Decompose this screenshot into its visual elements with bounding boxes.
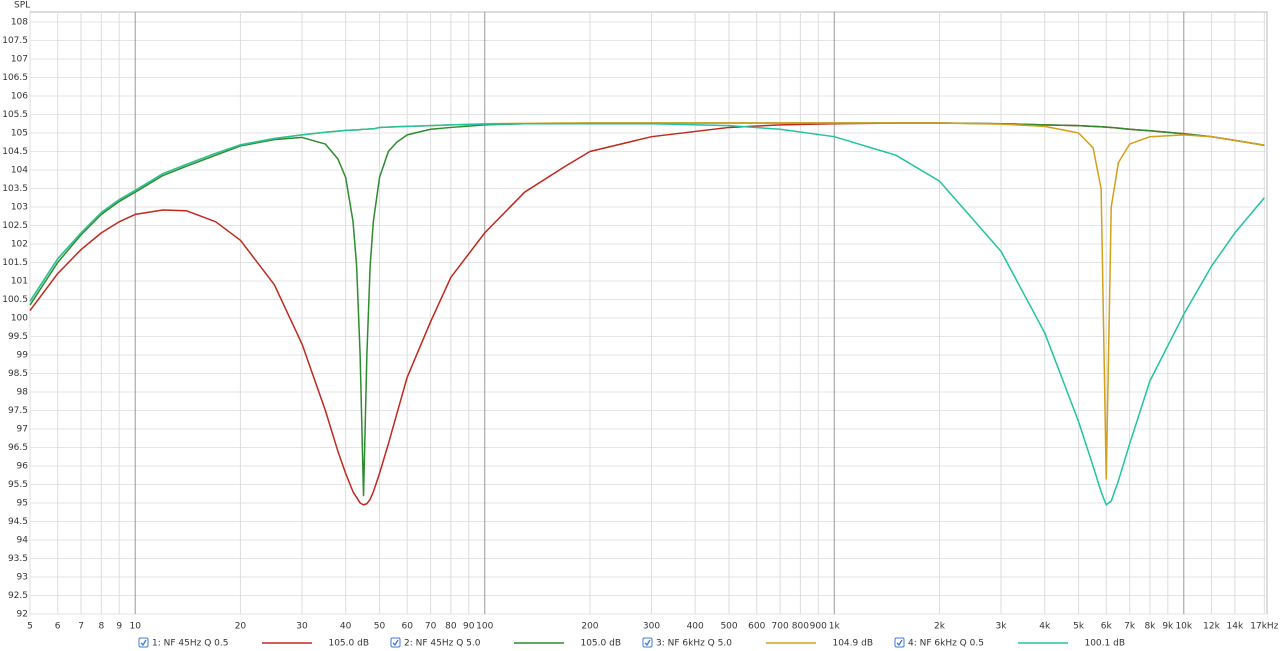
y-tick-label: 94 xyxy=(17,535,29,545)
x-tick-label: 1k xyxy=(829,622,841,632)
checkbox-check xyxy=(140,639,147,647)
y-tick-label: 96.5 xyxy=(8,443,28,453)
legend-checkbox[interactable] xyxy=(894,637,905,648)
y-tick-label: 93.5 xyxy=(8,554,28,564)
x-tick-label: 80 xyxy=(445,622,457,632)
x-tick-label: 20 xyxy=(235,622,247,632)
x-tick-label: 200 xyxy=(581,622,598,632)
x-tick-label: 7k xyxy=(1124,622,1136,632)
x-tick-label: 500 xyxy=(720,622,737,632)
x-tick-label: 70 xyxy=(425,622,437,632)
y-tick-label: 105.5 xyxy=(2,110,28,120)
legend-checkbox[interactable] xyxy=(390,637,401,648)
y-tick-label: 94.5 xyxy=(8,517,28,527)
x-tick-label: 12k xyxy=(1203,622,1220,632)
x-tick-label: 9k xyxy=(1162,622,1174,632)
x-tick-label: 60 xyxy=(401,622,413,632)
legend-checkbox[interactable] xyxy=(642,637,653,648)
x-tick-label: 300 xyxy=(643,622,660,632)
x-tick-label: 900 xyxy=(810,622,827,632)
y-tick-label: 101.5 xyxy=(2,258,28,268)
checkbox-box xyxy=(390,637,401,648)
legend-readout: 105.0 dB xyxy=(580,639,621,649)
legend-readout: 100.1 dB xyxy=(1084,639,1125,649)
legend-label: 1: NF 45Hz Q 0.5 xyxy=(152,639,228,649)
x-tick-label: 100 xyxy=(476,622,493,632)
x-tick-label: 30 xyxy=(296,622,308,632)
y-axis-label: SPL xyxy=(14,1,30,11)
legend-label: 4: NF 6kHz Q 0.5 xyxy=(908,639,984,649)
x-tick-label: 8 xyxy=(98,622,104,632)
y-tick-label: 98 xyxy=(17,387,29,397)
x-tick-label: 700 xyxy=(772,622,789,632)
x-tick-label: 800 xyxy=(792,622,809,632)
x-tick-label: 14k xyxy=(1227,622,1244,632)
y-tick-label: 97 xyxy=(17,424,28,434)
y-tick-label: 100.5 xyxy=(2,295,28,305)
y-tick-label: 106.5 xyxy=(2,73,28,83)
legend: 1: NF 45Hz Q 0.5 105.0 dB 2: NF 45Hz Q 5.0… xyxy=(138,637,1125,649)
legend-checkbox[interactable] xyxy=(138,637,149,648)
y-tick-label: 102 xyxy=(11,239,28,249)
checkbox-check xyxy=(896,639,903,647)
y-tick-label: 100 xyxy=(11,313,28,323)
x-tick-label: 9 xyxy=(116,622,122,632)
x-tick-label: 6k xyxy=(1101,622,1113,632)
legend-readout: 104.9 dB xyxy=(832,639,873,649)
x-tick-label: 90 xyxy=(463,622,475,632)
series-line xyxy=(29,122,1265,506)
x-tick-label: 5k xyxy=(1073,622,1085,632)
y-tick-label: 96 xyxy=(17,461,29,471)
checkbox-box xyxy=(894,637,905,648)
x-tick-label: 7 xyxy=(78,622,84,632)
y-tick-label: 98.5 xyxy=(8,369,28,379)
x-tick-label: 40 xyxy=(340,622,352,632)
x-tick-label: 5 xyxy=(27,622,33,632)
y-tick-label: 97.5 xyxy=(8,406,28,416)
x-tick-label: 2k xyxy=(934,622,946,632)
y-tick-label: 92.5 xyxy=(8,591,28,601)
series-line xyxy=(29,122,1265,497)
y-tick-label: 99.5 xyxy=(8,332,28,342)
x-tick-label: 4k xyxy=(1039,622,1051,632)
legend-readout: 105.0 dB xyxy=(328,639,369,649)
x-tick-label: 8k xyxy=(1144,622,1156,632)
x-tick-label: 600 xyxy=(748,622,765,632)
checkbox-check xyxy=(644,639,651,647)
y-tick-label: 103 xyxy=(11,202,28,212)
legend-label: 2: NF 45Hz Q 5.0 xyxy=(404,639,481,649)
y-tick-label: 99 xyxy=(17,350,29,360)
y-tick-label: 107 xyxy=(11,54,28,64)
y-tick-label: 106 xyxy=(11,91,28,101)
y-tick-label: 92 xyxy=(17,610,28,620)
checkbox-box xyxy=(642,637,653,648)
x-tick-label: 10k xyxy=(1175,622,1192,632)
y-tick-label: 93 xyxy=(17,572,28,582)
x-tick-label: 10 xyxy=(129,622,141,632)
plot-frame xyxy=(29,11,1268,615)
y-tick-label: 104.5 xyxy=(2,147,28,157)
x-tick-label: 50 xyxy=(374,622,386,632)
y-tick-label: 105 xyxy=(11,128,28,138)
y-tick-label: 101 xyxy=(11,276,28,286)
y-tick-label: 95.5 xyxy=(8,480,28,490)
legend-label: 3: NF 6kHz Q 5.0 xyxy=(656,639,732,649)
y-tick-label: 103.5 xyxy=(2,184,28,194)
x-tick-label: 17kHz xyxy=(1250,622,1278,632)
y-tick-label: 108 xyxy=(11,17,28,27)
y-tick-label: 95 xyxy=(17,498,28,508)
x-tick-label: 3k xyxy=(996,622,1008,632)
x-tick-label: 400 xyxy=(687,622,704,632)
checkbox-check xyxy=(392,639,399,647)
y-tick-label: 102.5 xyxy=(2,221,28,231)
y-tick-label: 107.5 xyxy=(2,36,28,46)
x-tick-label: 6 xyxy=(55,622,61,632)
checkbox-box xyxy=(138,637,149,648)
y-tick-label: 104 xyxy=(11,165,28,175)
